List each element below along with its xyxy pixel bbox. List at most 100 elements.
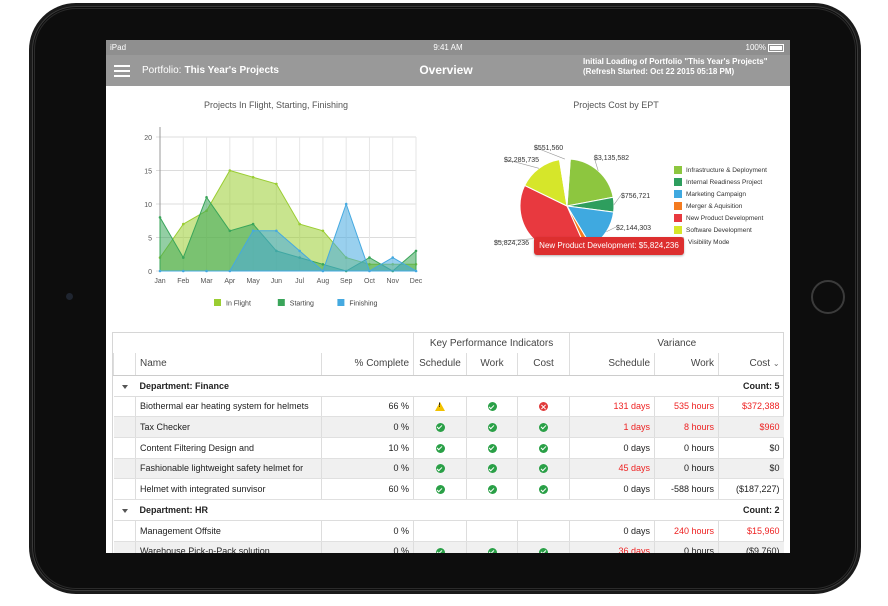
project-name[interactable]: Warehouse Pick-n-Pack solution	[135, 541, 322, 553]
project-name[interactable]: Helmet with integrated sunvisor	[135, 478, 322, 500]
data-point[interactable]	[158, 216, 162, 219]
data-point[interactable]	[181, 222, 185, 226]
pct-complete-column-header[interactable]: % Complete	[321, 353, 414, 376]
collapse-toggle[interactable]	[113, 499, 136, 521]
legend-label: Internal Readiness Project	[686, 178, 763, 186]
pie-value-label: $5,824,236	[494, 240, 529, 247]
group-label: Department: Finance	[135, 375, 570, 397]
variance-cost: ($9,760)	[718, 541, 784, 553]
legend-swatch	[674, 166, 682, 174]
x-tick-label: Nov	[387, 278, 400, 285]
data-point[interactable]	[205, 269, 208, 273]
kpi-cell	[466, 458, 518, 480]
pie-chart: $3,135,582 $756,721 $2,144,303 $5,824,236 $2…	[493, 145, 651, 254]
pie-value-label: $3,135,582	[594, 155, 629, 162]
data-point[interactable]	[321, 269, 325, 273]
legend-item[interactable]: Visibility Mode	[674, 236, 767, 248]
project-name[interactable]: Fashionable lightweight safety helmet fo…	[135, 458, 322, 480]
portfolio-selector[interactable]: Portfolio: This Year's Projects	[142, 65, 279, 76]
pie-leader-line	[613, 194, 622, 205]
group-row[interactable]: Department: Finance Count: 5	[113, 375, 784, 397]
pie-legend: Infrastructure & Deployment Internal Read…	[674, 164, 767, 248]
check-circle-icon	[539, 485, 548, 495]
legend-item[interactable]: Merger & Aquisition	[674, 200, 767, 212]
data-point[interactable]	[368, 269, 371, 273]
kpi-cell	[413, 396, 467, 418]
variance-work: 240 hours	[654, 520, 719, 542]
variance-cost-column-header[interactable]: Cost ⌄	[718, 353, 784, 376]
data-point[interactable]	[181, 269, 185, 273]
pie-tooltip: New Product Development: $5,824,236	[534, 237, 684, 255]
variance-cost: $960	[718, 416, 784, 438]
kpi-work-column-header[interactable]: Work	[466, 353, 518, 376]
table-row[interactable]: Tax Checker 0 % 1 days 8 hours $960	[113, 416, 784, 438]
project-name[interactable]: Management Offsite	[135, 520, 322, 542]
legend-swatch	[277, 299, 285, 306]
error-circle-icon	[539, 402, 548, 412]
data-point[interactable]	[275, 182, 278, 186]
legend-item[interactable]: Marketing Campaign	[674, 188, 767, 200]
kpi-group-header: Key Performance Indicators	[412, 333, 570, 353]
variance-schedule: 1 days	[569, 416, 655, 438]
kpi-schedule-column-header[interactable]: Schedule	[413, 353, 467, 376]
legend-item[interactable]: New Product Development	[674, 212, 767, 224]
data-point[interactable]	[251, 222, 255, 226]
kpi-cost-column-header[interactable]: Cost	[516, 353, 570, 376]
pie-value-label: $756,721	[621, 193, 650, 200]
group-row[interactable]: Department: HR Count: 2	[113, 499, 784, 521]
data-point[interactable]	[391, 256, 395, 259]
project-name[interactable]: Tax Checker	[135, 416, 322, 438]
legend-item[interactable]: Software Development	[674, 224, 767, 236]
data-point[interactable]	[321, 263, 325, 266]
table-row[interactable]: Management Offsite 0 % 0 days 240 hours …	[113, 520, 784, 542]
name-column-header[interactable]: Name	[135, 353, 322, 376]
home-button[interactable]	[811, 280, 845, 314]
collapse-toggle[interactable]	[113, 375, 136, 397]
variance-work-column-header[interactable]: Work	[654, 353, 719, 376]
check-circle-icon	[487, 547, 497, 553]
variance-work: 535 hours	[654, 396, 719, 418]
variance-cost: $0	[718, 458, 784, 480]
data-point[interactable]	[181, 256, 185, 259]
project-name[interactable]: Biothermal ear heating system for helmet…	[135, 396, 322, 418]
pie-slice[interactable]	[566, 158, 614, 207]
data-point[interactable]	[275, 229, 278, 233]
x-tick-label: Sep	[340, 278, 353, 285]
table-row[interactable]: Warehouse Pick-n-Pack solution 0 % 36 da…	[113, 541, 784, 553]
table-row[interactable]: Fashionable lightweight safety helmet fo…	[113, 458, 784, 480]
project-name[interactable]: Content Filtering Design and	[135, 437, 322, 459]
legend-item[interactable]: Infrastructure & Deployment	[674, 164, 767, 176]
legend-swatch	[674, 190, 682, 198]
pie-value-label: $551,560	[534, 145, 563, 152]
data-point[interactable]	[298, 222, 301, 226]
data-point[interactable]	[228, 169, 232, 172]
carrier-label: iPad	[110, 43, 127, 52]
data-point[interactable]	[158, 269, 162, 273]
battery-icon	[768, 43, 784, 52]
hamburger-menu-icon[interactable]	[114, 65, 130, 77]
kpi-cell	[466, 520, 518, 542]
variance-schedule: 0 days	[569, 478, 655, 500]
table-row[interactable]: Biothermal ear heating system for helmet…	[113, 396, 784, 418]
pie-leader-line	[493, 238, 534, 243]
legend-label: In Flight	[226, 301, 251, 308]
data-point[interactable]	[414, 269, 418, 273]
legend-item[interactable]: Internal Readiness Project	[674, 176, 767, 188]
x-tick-label: Jan	[154, 278, 165, 285]
data-point[interactable]	[228, 229, 232, 233]
data-point[interactable]	[205, 196, 208, 199]
table-row[interactable]: Helmet with integrated sunvisor 60 % 0 d…	[113, 478, 784, 500]
variance-schedule-column-header[interactable]: Schedule	[569, 353, 655, 376]
data-point[interactable]	[414, 249, 418, 253]
data-point[interactable]	[344, 202, 348, 206]
table-row[interactable]: Content Filtering Design and 10 % 0 days…	[113, 437, 784, 459]
data-point[interactable]	[251, 175, 255, 179]
data-point[interactable]	[251, 229, 255, 233]
data-point[interactable]	[298, 249, 301, 253]
pie-value-label: $2,144,303	[616, 225, 651, 232]
data-point[interactable]	[228, 269, 232, 273]
variance-schedule: 36 days	[569, 541, 655, 553]
data-point[interactable]	[321, 229, 325, 233]
data-point[interactable]	[368, 256, 371, 259]
variance-cost: $0	[718, 437, 784, 459]
